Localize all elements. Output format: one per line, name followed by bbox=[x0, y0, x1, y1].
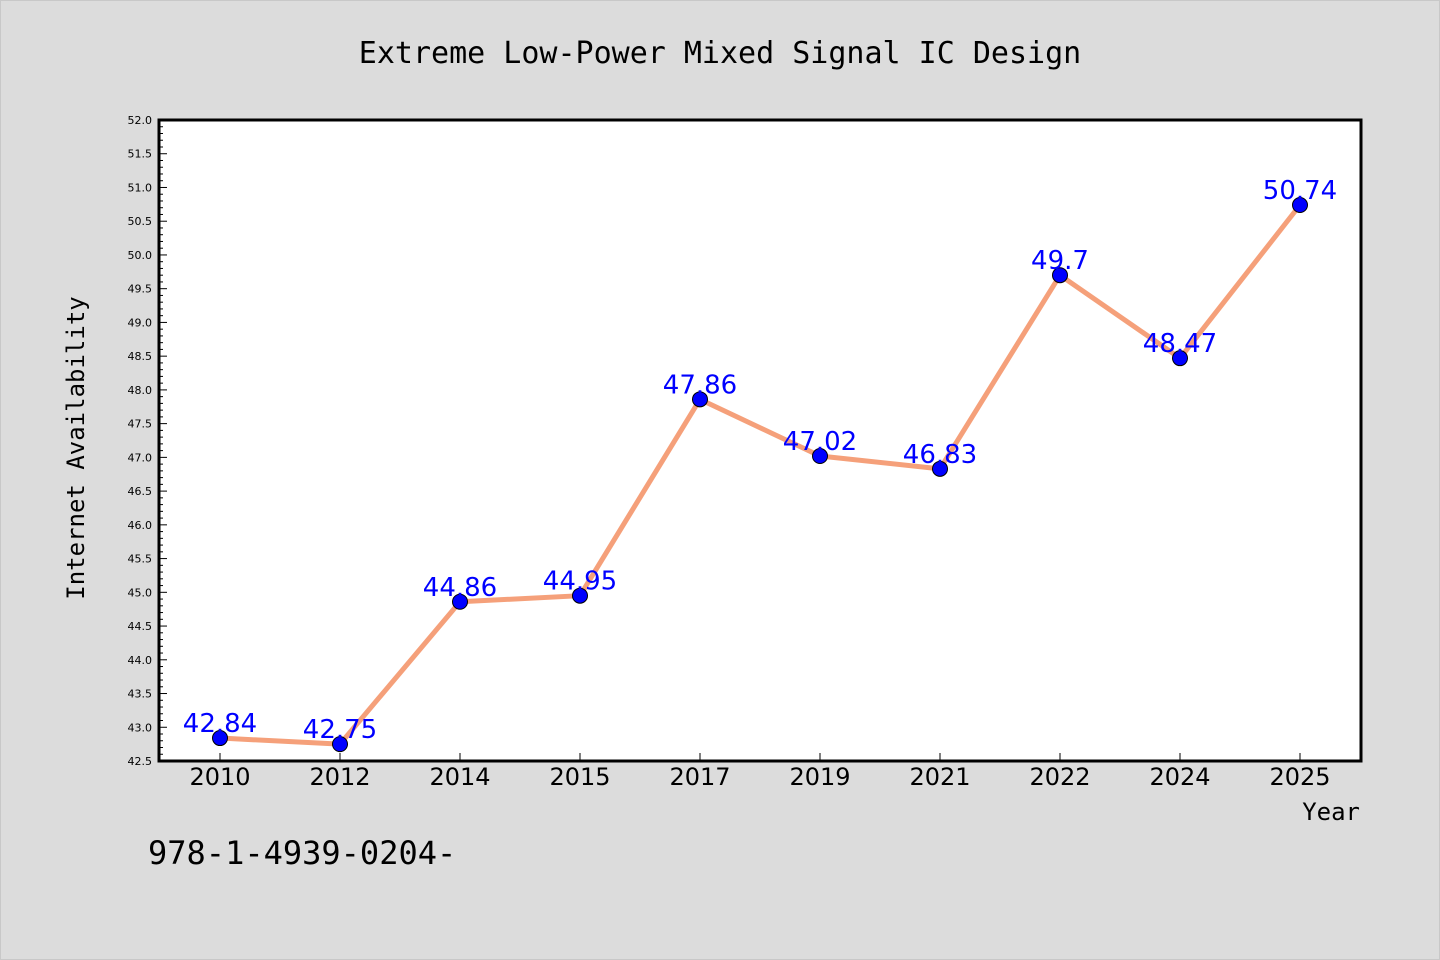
data-label: 50.74 bbox=[1263, 176, 1337, 206]
data-label: 46.83 bbox=[903, 440, 977, 470]
data-label: 42.75 bbox=[303, 715, 377, 745]
y-tick-label: 45.5 bbox=[128, 553, 153, 566]
data-point bbox=[1292, 197, 1308, 214]
y-tick-label: 46.0 bbox=[128, 519, 153, 532]
y-tick-label: 51.5 bbox=[128, 148, 153, 161]
y-axis-ticks: 42.5 43.0 43.5 44.0 44.5 45.0 45.5 46.0 46.5 47.0… bbox=[128, 114, 167, 768]
y-tick-label: 43.5 bbox=[128, 688, 153, 701]
series-line bbox=[217, 202, 1303, 747]
x-tick-label: 2014 bbox=[429, 763, 490, 791]
x-axis-ticks: 2010 2012 2014 2015 2017 2019 2021 2022 2024 2025 bbox=[189, 753, 1331, 791]
x-tick-label: 2024 bbox=[1149, 763, 1210, 791]
x-tick-label: 2021 bbox=[909, 763, 970, 791]
data-label: 42.84 bbox=[183, 709, 257, 739]
y-tick-label: 52.0 bbox=[128, 114, 153, 127]
x-axis-label: Year bbox=[1302, 798, 1360, 826]
y-tick-label: 51.0 bbox=[128, 181, 153, 194]
data-label: 49.7 bbox=[1031, 246, 1089, 276]
data-label: 44.95 bbox=[543, 567, 617, 597]
data-label: 44.86 bbox=[423, 573, 497, 603]
chart-title: Extreme Low-Power Mixed Signal IC Design bbox=[359, 36, 1081, 71]
data-point bbox=[572, 587, 588, 604]
data-point bbox=[212, 730, 228, 747]
series-group: 42.84 42.75 44.86 44.95 47.86 47.02 46.83 49.7 4… bbox=[183, 176, 1337, 753]
y-tick-label: 46.5 bbox=[128, 485, 153, 498]
x-tick-label: 2022 bbox=[1029, 763, 1090, 791]
y-tick-label: 44.0 bbox=[128, 654, 153, 667]
y-tick-label: 43.0 bbox=[128, 721, 153, 734]
y-tick-label: 48.0 bbox=[128, 384, 153, 397]
x-tick-label: 2019 bbox=[789, 763, 850, 791]
y-tick-label: 44.5 bbox=[128, 620, 153, 633]
y-tick-label: 48.5 bbox=[128, 350, 153, 363]
data-point bbox=[1052, 267, 1068, 284]
y-tick-label: 50.5 bbox=[128, 215, 153, 228]
data-point bbox=[452, 593, 468, 610]
x-tick-label: 2015 bbox=[549, 763, 610, 791]
data-label: 47.02 bbox=[783, 427, 857, 457]
footnote-isbn: 978-1-4939-0204- bbox=[148, 834, 456, 872]
data-point bbox=[332, 736, 348, 753]
plot-border bbox=[157, 118, 1363, 763]
y-tick-label: 49.5 bbox=[128, 283, 153, 296]
data-point bbox=[812, 448, 828, 465]
data-label: 48.47 bbox=[1143, 329, 1217, 359]
y-tick-label: 50.0 bbox=[128, 249, 153, 262]
x-tick-label: 2010 bbox=[189, 763, 250, 791]
plot-area bbox=[159, 120, 1361, 761]
data-point bbox=[932, 460, 948, 477]
y-tick-label: 49.0 bbox=[128, 316, 153, 329]
data-label: 47.86 bbox=[663, 370, 737, 400]
data-point bbox=[692, 391, 708, 408]
x-tick-label: 2017 bbox=[669, 763, 730, 791]
y-tick-label: 42.5 bbox=[128, 755, 153, 768]
data-point bbox=[1172, 350, 1188, 367]
y-tick-label: 47.5 bbox=[128, 418, 153, 431]
x-tick-label: 2025 bbox=[1269, 763, 1330, 791]
x-tick-label: 2012 bbox=[309, 763, 370, 791]
y-axis-label: Internet Availability bbox=[62, 296, 90, 599]
y-tick-label: 45.0 bbox=[128, 586, 153, 599]
y-tick-label: 47.0 bbox=[128, 451, 153, 464]
